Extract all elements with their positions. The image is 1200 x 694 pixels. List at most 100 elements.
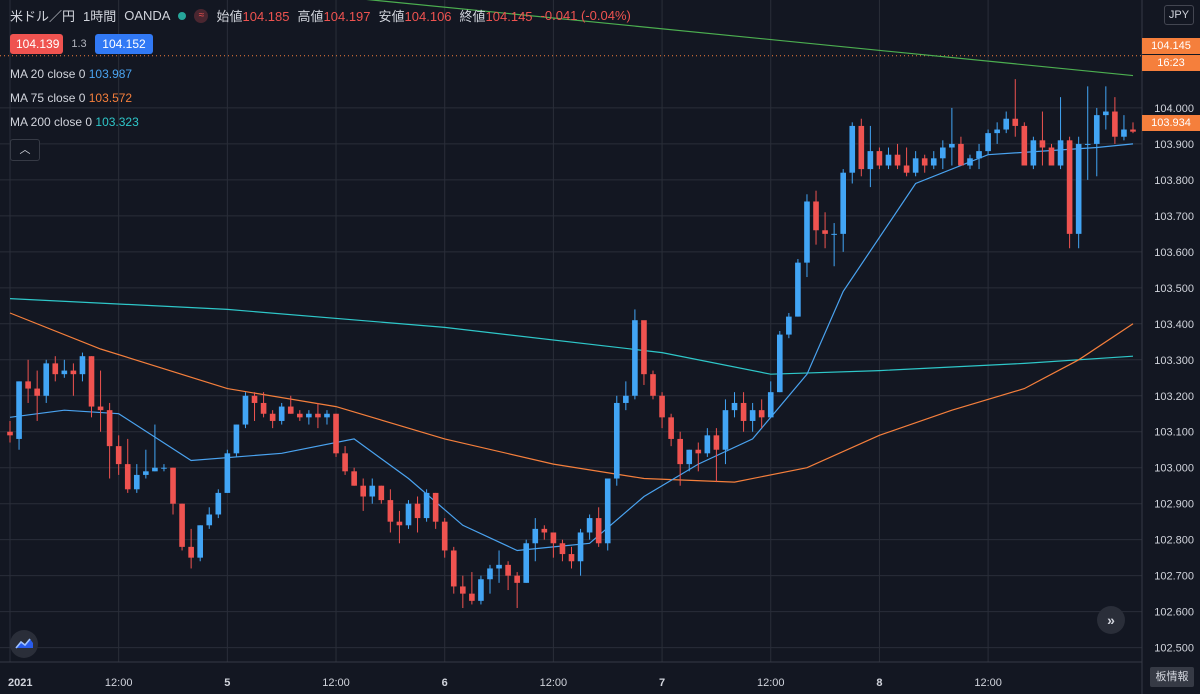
y-tick-label: 103.300 bbox=[1154, 355, 1194, 367]
candle-body bbox=[396, 521, 403, 526]
candle-body bbox=[740, 402, 747, 421]
candle-body bbox=[378, 485, 385, 501]
candle-body bbox=[767, 392, 774, 418]
y-tick-label: 103.500 bbox=[1154, 283, 1194, 295]
open-value: 104.185 bbox=[242, 9, 290, 24]
ma75-line bbox=[9, 312, 1134, 483]
currency-unit-button[interactable]: JPY bbox=[1164, 5, 1194, 25]
x-tick-label: 12:00 bbox=[322, 677, 350, 689]
x-tick-label: 12:00 bbox=[105, 677, 133, 689]
candle-body bbox=[786, 316, 792, 335]
candle-body bbox=[487, 568, 493, 580]
candle-body bbox=[758, 410, 765, 418]
candle-body bbox=[704, 435, 711, 454]
y-tick-label: 102.800 bbox=[1154, 535, 1194, 547]
candle-body bbox=[650, 374, 656, 396]
candle-body bbox=[1039, 140, 1046, 148]
candle-body bbox=[197, 525, 203, 558]
candle-body bbox=[659, 395, 665, 418]
y-tick-label: 103.900 bbox=[1154, 139, 1194, 151]
x-tick-label: 6 bbox=[442, 677, 448, 689]
candle-body bbox=[296, 413, 303, 418]
candle-body bbox=[133, 474, 140, 490]
symbol-label[interactable]: 米ドル／円 bbox=[10, 9, 76, 24]
candle-body bbox=[34, 388, 40, 396]
scroll-to-realtime-button[interactable]: » bbox=[1097, 606, 1125, 634]
ma20-legend[interactable]: MA 20 close 0 103.987 bbox=[10, 67, 132, 81]
candle-body bbox=[1030, 140, 1037, 166]
quote-panel: 104.139 1.3 104.152 bbox=[10, 34, 153, 54]
y-tick-label: 103.800 bbox=[1154, 175, 1194, 187]
candle-body bbox=[559, 543, 566, 555]
candle-body bbox=[106, 410, 113, 447]
interval-label[interactable]: 1時間 bbox=[83, 9, 117, 24]
y-tick-label: 103.600 bbox=[1154, 247, 1194, 259]
candle-body bbox=[623, 395, 629, 403]
candle-body bbox=[61, 370, 68, 375]
candle-body bbox=[668, 417, 674, 439]
market-open-icon bbox=[178, 11, 187, 20]
candle-body bbox=[1003, 118, 1010, 130]
order-book-button[interactable]: 板情報 bbox=[1150, 667, 1194, 687]
candle-body bbox=[315, 413, 321, 418]
candle-body bbox=[324, 413, 330, 418]
candle-body bbox=[441, 521, 448, 551]
chart-header: 米ドル／円 1時間 OANDA ≈ 始値104.185 高値104.197 安値… bbox=[10, 6, 631, 25]
broker-label: OANDA bbox=[124, 8, 171, 23]
candle-body bbox=[269, 413, 276, 421]
ma20-line bbox=[9, 143, 1134, 552]
candle-body bbox=[206, 514, 213, 526]
candle-body bbox=[976, 151, 982, 159]
candle-body bbox=[52, 363, 59, 375]
buy-button[interactable]: 104.152 bbox=[95, 34, 153, 54]
candle-body bbox=[287, 406, 294, 414]
candle-body bbox=[215, 492, 222, 515]
candle-body bbox=[967, 158, 973, 166]
close-value: 104.145 bbox=[485, 9, 533, 24]
ma75-legend[interactable]: MA 75 close 0 103.572 bbox=[10, 91, 132, 105]
candle-body bbox=[1112, 111, 1118, 137]
collapse-legend-button[interactable]: ︿ bbox=[10, 139, 40, 161]
candle-body bbox=[306, 413, 312, 418]
ma20-label: MA 20 close 0 bbox=[10, 67, 86, 81]
candle-body bbox=[858, 125, 865, 170]
y-tick-label: 103.100 bbox=[1154, 427, 1194, 439]
candle-body bbox=[97, 406, 104, 411]
candle-body bbox=[278, 406, 285, 421]
high-label: 高値 bbox=[297, 9, 324, 24]
x-tick-label: 2021 bbox=[8, 677, 32, 689]
candle-body bbox=[432, 492, 439, 522]
candle-body bbox=[776, 334, 783, 393]
candle-body bbox=[70, 370, 77, 375]
candle-body bbox=[143, 471, 149, 475]
ma75-label: MA 75 close 0 bbox=[10, 91, 86, 105]
candle-body bbox=[912, 158, 919, 173]
candle-body bbox=[79, 356, 86, 375]
candle-body bbox=[894, 154, 901, 166]
x-tick-label: 12:00 bbox=[757, 677, 785, 689]
candle-body bbox=[423, 492, 430, 519]
candle-body bbox=[795, 262, 801, 317]
candle-body bbox=[1121, 129, 1127, 137]
ma200-legend[interactable]: MA 200 close 0 103.323 bbox=[10, 115, 139, 129]
y-tick-label: 104.000 bbox=[1154, 103, 1194, 115]
candle-body bbox=[179, 503, 185, 547]
candle-body bbox=[994, 129, 1000, 134]
candle-body bbox=[849, 125, 856, 173]
ma20-value: 103.987 bbox=[88, 67, 133, 81]
candle-body bbox=[930, 158, 937, 166]
countdown-tag: 16:23 bbox=[1142, 55, 1200, 71]
candle-body bbox=[677, 438, 683, 465]
candle-body bbox=[876, 151, 883, 166]
ma200-line bbox=[9, 298, 1134, 375]
tradingview-logo[interactable] bbox=[10, 630, 38, 658]
candle-body bbox=[713, 435, 720, 450]
close-label: 終値 bbox=[459, 9, 486, 24]
candle-body bbox=[831, 233, 837, 235]
y-tick-label: 103.400 bbox=[1154, 319, 1194, 331]
candle-body bbox=[840, 172, 847, 234]
x-tick-label: 7 bbox=[659, 677, 665, 689]
sell-button[interactable]: 104.139 bbox=[10, 34, 63, 54]
candle-body bbox=[722, 410, 729, 450]
